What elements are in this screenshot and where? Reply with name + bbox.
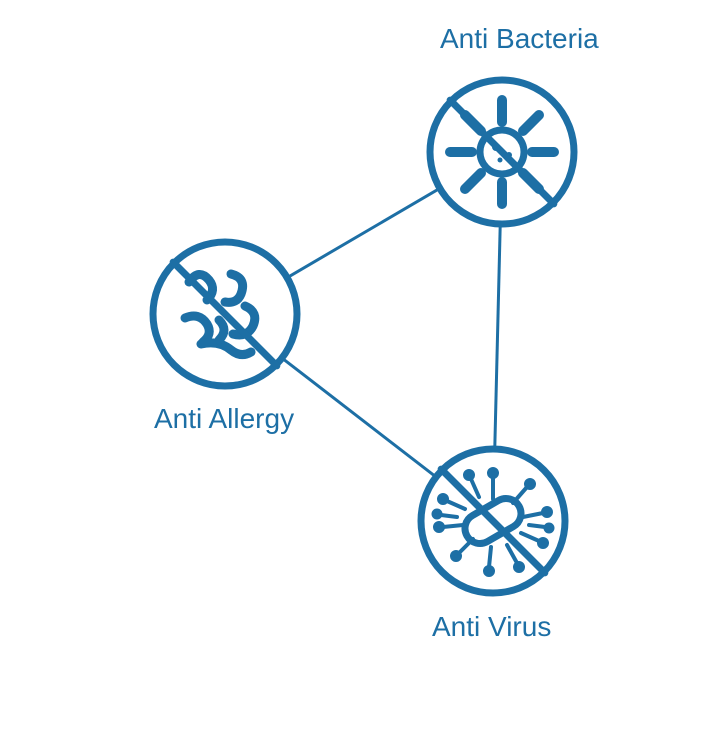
diagram-canvas: :root { --accent: #1d6fa5; } Anti Bacter… xyxy=(0,0,720,738)
node-allergy xyxy=(153,242,297,386)
edge-bacteria-virus xyxy=(495,224,500,449)
edges-group xyxy=(282,188,500,477)
nodes-group xyxy=(153,80,574,593)
label-virus: Anti Virus xyxy=(432,611,551,642)
edge-allergy-virus xyxy=(282,358,436,477)
node-bacteria xyxy=(430,80,574,224)
node-virus xyxy=(421,449,565,593)
edge-bacteria-allergy xyxy=(287,188,440,277)
label-bacteria: Anti Bacteria xyxy=(440,23,599,54)
label-allergy: Anti Allergy xyxy=(154,403,294,434)
